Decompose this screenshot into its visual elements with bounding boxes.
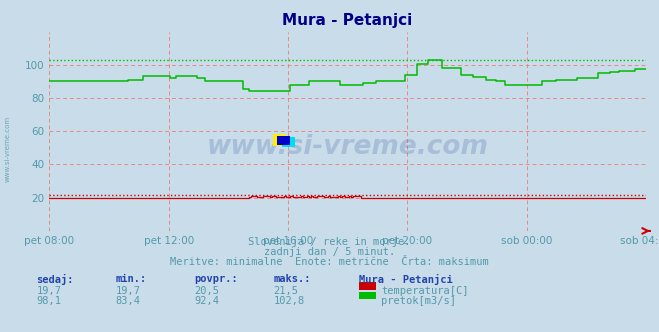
Text: 92,4: 92,4 (194, 296, 219, 306)
Text: www.si-vreme.com: www.si-vreme.com (207, 134, 488, 160)
Text: min.:: min.: (115, 274, 146, 284)
Title: Mura - Petanjci: Mura - Petanjci (283, 13, 413, 28)
Text: Mura - Petanjci: Mura - Petanjci (359, 274, 453, 285)
Text: 19,7: 19,7 (115, 286, 140, 296)
Text: 83,4: 83,4 (115, 296, 140, 306)
Text: 102,8: 102,8 (273, 296, 304, 306)
Text: 98,1: 98,1 (36, 296, 61, 306)
Text: Meritve: minimalne  Enote: metrične  Črta: maksimum: Meritve: minimalne Enote: metrične Črta:… (170, 257, 489, 267)
Text: www.si-vreme.com: www.si-vreme.com (5, 116, 11, 183)
Text: temperatura[C]: temperatura[C] (381, 286, 469, 296)
Text: 20,5: 20,5 (194, 286, 219, 296)
Text: sedaj:: sedaj: (36, 274, 74, 285)
Text: maks.:: maks.: (273, 274, 311, 284)
Text: 21,5: 21,5 (273, 286, 299, 296)
Text: povpr.:: povpr.: (194, 274, 238, 284)
Text: 19,7: 19,7 (36, 286, 61, 296)
Text: Slovenija / reke in morje.: Slovenija / reke in morje. (248, 237, 411, 247)
Text: zadnji dan / 5 minut.: zadnji dan / 5 minut. (264, 247, 395, 257)
Text: pretok[m3/s]: pretok[m3/s] (381, 296, 456, 306)
